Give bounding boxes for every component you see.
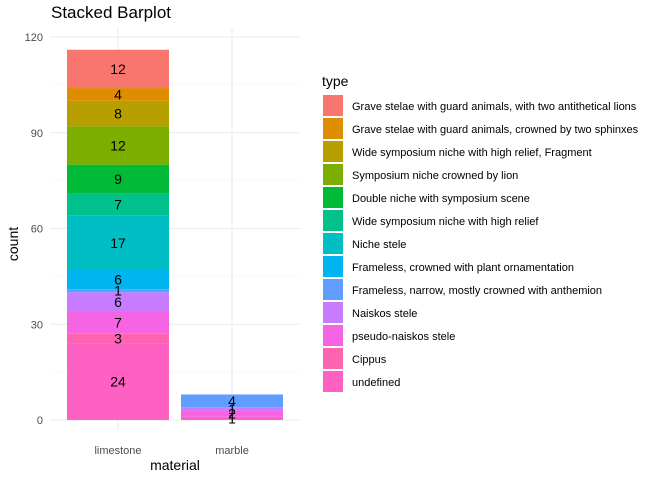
legend-key — [323, 302, 343, 323]
bar-segment — [67, 215, 169, 270]
x-tick-label: marble — [215, 445, 249, 457]
y-tick-label: 60 — [31, 224, 43, 236]
legend-key — [323, 233, 343, 254]
bar-segment — [67, 289, 169, 293]
bar-segment-label: 6 — [114, 294, 122, 310]
legend-label: Cippus — [352, 354, 387, 366]
bar-segment — [67, 343, 169, 420]
bar-segment-label: 1 — [228, 410, 236, 426]
bar-segment-label: 17 — [110, 235, 126, 251]
bar-segment — [67, 164, 169, 194]
bar-segment-label: 8 — [114, 106, 122, 122]
y-tick-label: 0 — [37, 415, 43, 427]
bar-segment-label: 24 — [110, 374, 126, 390]
bar-segment — [181, 410, 283, 417]
y-tick-label: 30 — [31, 319, 43, 331]
bar-segment-label: 4 — [228, 393, 236, 409]
x-tick-label: limestone — [94, 445, 141, 457]
legend-key — [323, 187, 343, 208]
bar-segment-label: 4 — [114, 86, 122, 102]
legend-key — [323, 210, 343, 231]
legend-key — [323, 325, 343, 346]
legend-title: type — [322, 73, 349, 89]
bar-segment-label: 12 — [110, 138, 126, 154]
bar-segment-label: 6 — [114, 272, 122, 288]
bar-segment — [181, 394, 283, 408]
y-tick-labels: 0 30 60 90 120 — [25, 32, 43, 427]
legend-label: Grave stelae with guard animals, with tw… — [352, 101, 637, 113]
legend-key — [323, 348, 343, 369]
legend-key — [323, 256, 343, 277]
bar-segment — [67, 311, 169, 334]
bar-segment — [67, 193, 169, 216]
bar-segment — [67, 49, 169, 89]
bar-segment — [67, 333, 169, 344]
legend-label: Symposium niche crowned by lion — [352, 170, 518, 182]
x-axis-title: material — [150, 457, 200, 473]
bar-segment — [67, 88, 169, 101]
x-tick-labels: limestone marble — [94, 445, 248, 457]
legend-label: Niche stele — [352, 239, 406, 251]
legend-key — [323, 95, 343, 116]
legend-label: Wide symposium niche with high relief, F… — [352, 147, 592, 159]
bar-segment-label: 12 — [110, 61, 126, 77]
legend-label: Wide symposium niche with high relief — [352, 216, 539, 228]
legend-label: Frameless, narrow, mostly crowned with a… — [352, 285, 602, 297]
bar-segment-label: 2 — [228, 406, 236, 422]
legend: type Grave stelae with guard animals, wi… — [322, 73, 639, 392]
legend-label: Naiskos stele — [352, 308, 417, 320]
bar-segment — [67, 292, 169, 312]
bar-segment — [67, 100, 169, 127]
bar-segment — [181, 416, 283, 420]
legend-key — [323, 118, 343, 139]
y-tick-label: 120 — [25, 32, 43, 44]
legend-label: Grave stelae with guard animals, crowned… — [352, 124, 639, 136]
legend-key — [323, 371, 343, 392]
legend-label: undefined — [352, 377, 400, 389]
legend-key — [323, 164, 343, 185]
bar-segment-label: 3 — [114, 331, 122, 347]
bars — [67, 49, 283, 420]
legend-label: Double niche with symposium scene — [352, 193, 530, 205]
bar-segment-label: 1 — [114, 283, 122, 299]
bar-segment-label: 9 — [114, 171, 122, 187]
bar-segment — [67, 126, 169, 165]
bar-segment — [181, 407, 283, 411]
legend-label: pseudo-naiskos stele — [352, 331, 455, 343]
legend-label: Frameless, crowned with plant ornamentat… — [352, 262, 574, 274]
bar-segment-label: 7 — [114, 315, 122, 331]
legend-key — [323, 279, 343, 300]
bar-segment-label: 1 — [228, 401, 236, 417]
y-axis-title: count — [5, 227, 21, 261]
chart-title: Stacked Barplot — [51, 3, 171, 22]
y-tick-label: 90 — [31, 128, 43, 140]
bar-segment — [67, 269, 169, 290]
bar-segment-label: 7 — [114, 197, 122, 213]
legend-key — [323, 141, 343, 162]
